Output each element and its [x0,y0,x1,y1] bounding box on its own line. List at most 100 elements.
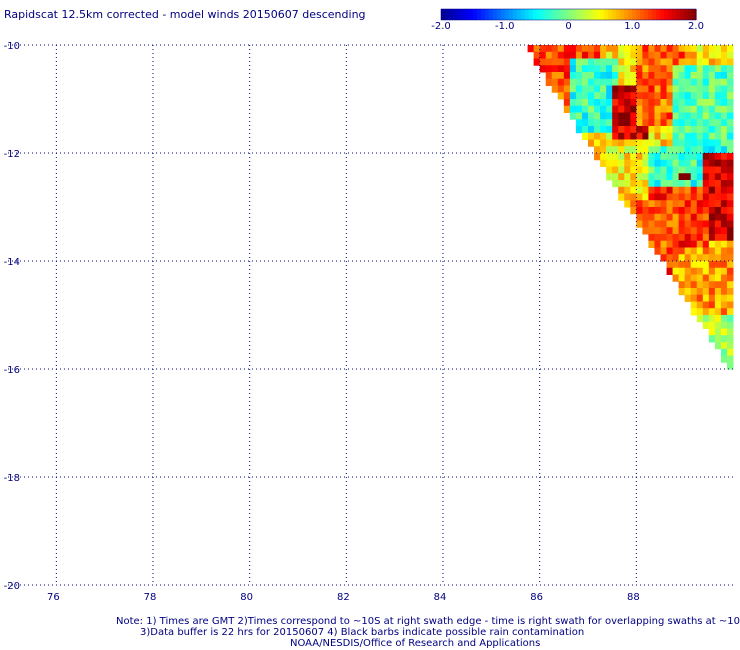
swath-cell [630,72,637,80]
swath-cell [678,234,686,242]
swath-cell [612,153,619,161]
swath-cell [690,146,698,154]
swath-cell [588,51,595,59]
colorbar-segment [488,9,494,20]
swath-cell [702,78,710,86]
swath-cell [666,254,674,262]
swath-cell [606,119,613,127]
swath-cell [678,288,686,296]
swath-cell [726,119,734,127]
swath-cell [690,85,698,93]
swath-cell [618,146,625,154]
swath-cell [696,247,704,255]
swath-cell [654,139,661,147]
swath-cell [684,267,692,275]
swath-cell [606,92,613,100]
swath-cell [684,261,692,269]
swath-cell [708,213,716,221]
swath-cell [720,240,728,248]
colorbar-segment [536,9,542,20]
swath-cell [708,294,716,302]
swath-cell [690,213,698,221]
swath-cell [654,58,661,66]
swath-cell [690,200,698,208]
swath-cell [672,186,680,194]
swath-cell [666,119,674,127]
swath-cell [708,207,716,215]
note-line-3: NOAA/NESDIS/Office of Research and Appli… [290,638,541,649]
swath-cell [672,85,680,93]
swath-cell [654,45,661,53]
swath-cell [672,274,680,282]
swath-cell [624,159,631,167]
swath-cell [714,99,722,107]
swath-cell [588,45,595,53]
swath-cell [612,112,619,120]
swath-cell [702,274,710,282]
swath-cell [648,207,655,215]
swath-cell [690,45,698,53]
swath-cell [726,200,734,208]
swath-cell [618,153,625,161]
swath-cell [708,315,716,323]
swath-cell [594,45,601,53]
swath-cell [690,51,698,59]
swath-cell [648,173,655,181]
swath-cell [672,267,680,275]
swath-cell [690,153,698,161]
swath-cell [630,45,637,53]
swath-cell [618,58,625,66]
swath-cell [648,65,655,73]
swath-cell [606,105,613,113]
swath-cell [726,92,734,100]
swath-cell [648,51,655,59]
swath-cell [648,220,655,228]
swath-cell [600,51,607,59]
swath-cell [678,65,686,73]
swath-cell [660,99,668,107]
swath-cell [654,193,661,201]
colorbar-tick-label: -1.0 [494,21,515,32]
swath-cell [678,173,686,181]
swath-cell [678,99,686,107]
swath-cell [672,200,680,208]
swath-cell [720,261,728,269]
swath-cell [563,78,571,86]
swath-cell [678,166,686,174]
swath-cell [660,234,668,242]
swath-cell [690,105,698,113]
swath-cell [714,247,722,255]
swath-cell [630,207,637,215]
swath-cell [702,146,710,154]
swath-cell [702,321,710,329]
colorbar-segment [584,9,590,20]
colorbar-segment [632,9,637,20]
swath-cell [726,234,734,242]
swath-cell [666,207,674,215]
swath-cell [720,213,728,221]
swath-cell [636,132,643,140]
swath-cell [551,45,559,53]
swath-cell [684,126,692,134]
swath-cell [545,78,553,86]
y-tick-label: -10 [4,41,20,52]
swath-cell [642,92,649,100]
swath-cell [696,159,704,167]
swath-cell [672,65,680,73]
swath-cell [684,78,692,86]
swath-cell [594,139,601,147]
swath-cell [720,51,728,59]
colorbar-segment [676,9,681,20]
swath-cell [702,213,710,221]
colorbar-segment [448,9,454,20]
swath-cell [654,65,661,73]
swath-cell [720,126,728,134]
swath-cell [630,153,637,161]
colorbar-segment [472,9,478,20]
swath-cell [708,72,716,80]
swath-cell [618,159,625,167]
swath-cell [672,227,680,235]
colorbar-segment [532,9,538,20]
swath-cell [594,72,601,80]
swath-cell [630,180,637,188]
